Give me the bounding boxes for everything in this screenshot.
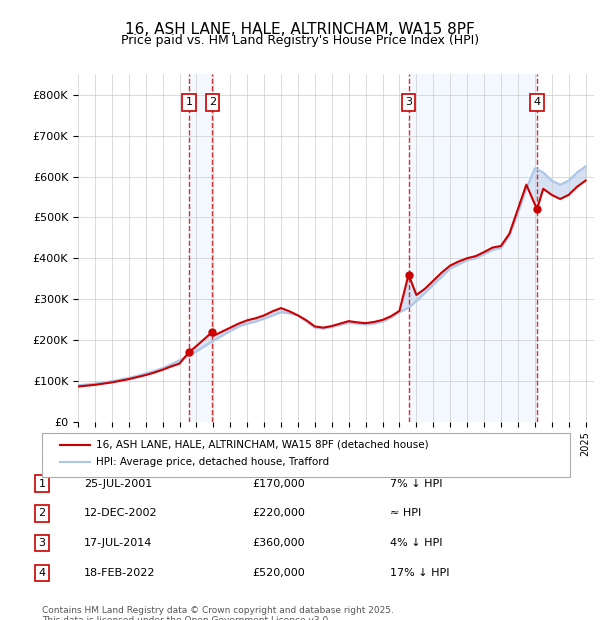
Text: HPI: Average price, detached house, Trafford: HPI: Average price, detached house, Traf… [96,457,329,467]
Text: Price paid vs. HM Land Registry's House Price Index (HPI): Price paid vs. HM Land Registry's House … [121,34,479,47]
Text: 17-JUL-2014: 17-JUL-2014 [84,538,152,548]
Text: Contains HM Land Registry data © Crown copyright and database right 2025.
This d: Contains HM Land Registry data © Crown c… [42,606,394,620]
Text: 16, ASH LANE, HALE, ALTRINCHAM, WA15 8PF: 16, ASH LANE, HALE, ALTRINCHAM, WA15 8PF [125,22,475,37]
Text: £520,000: £520,000 [252,568,305,578]
Text: £170,000: £170,000 [252,479,305,489]
Text: £220,000: £220,000 [252,508,305,518]
Text: 16, ASH LANE, HALE, ALTRINCHAM, WA15 8PF (detached house): 16, ASH LANE, HALE, ALTRINCHAM, WA15 8PF… [96,440,428,450]
Text: ≈ HPI: ≈ HPI [390,508,421,518]
Text: 2: 2 [209,97,216,107]
Text: 12-DEC-2002: 12-DEC-2002 [84,508,158,518]
Text: 4: 4 [38,568,46,578]
Text: 18-FEB-2022: 18-FEB-2022 [84,568,155,578]
Text: £360,000: £360,000 [252,538,305,548]
Text: 2: 2 [38,508,46,518]
Text: 1: 1 [38,479,46,489]
Text: 1: 1 [185,97,193,107]
Text: 4% ↓ HPI: 4% ↓ HPI [390,538,443,548]
Text: 4: 4 [533,97,541,107]
Text: 3: 3 [38,538,46,548]
Bar [409,74,537,422]
Bar [189,74,212,422]
Text: 17% ↓ HPI: 17% ↓ HPI [390,568,449,578]
Text: 7% ↓ HPI: 7% ↓ HPI [390,479,443,489]
Text: 3: 3 [405,97,412,107]
Text: 25-JUL-2001: 25-JUL-2001 [84,479,152,489]
